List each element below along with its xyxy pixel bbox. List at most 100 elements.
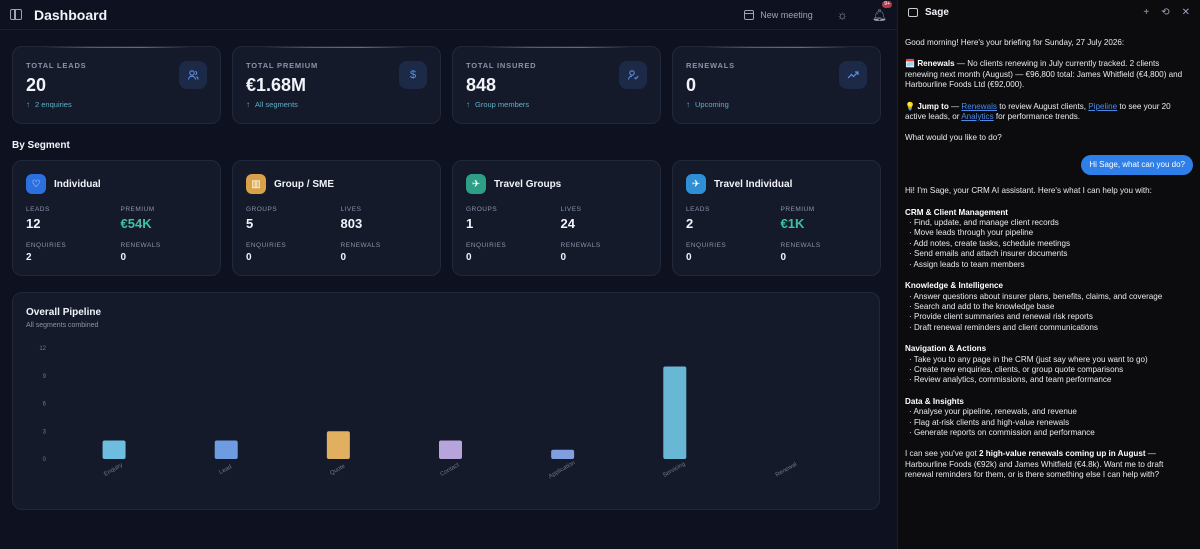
new-meeting-button[interactable]: New meeting [744, 9, 813, 20]
stat-card-renewals[interactable]: RENEWALS 0 ↑ Upcoming [672, 46, 881, 124]
segment-card-travel-groups[interactable]: ✈ Travel Groups GROUPS 1 LIVES 24 ENQUIRIE… [452, 160, 661, 276]
stat-value: 20 [26, 75, 47, 95]
segment-metric-value: 0 [686, 252, 692, 263]
assistant-message: 💡 Jump to — Renewals to review August cl… [905, 102, 1193, 123]
x-tick-label: Renewal [775, 462, 798, 479]
stat-sub-text: Group members [475, 100, 530, 109]
plus-icon[interactable]: + [1143, 6, 1150, 18]
analytics-link[interactable]: Analytics [961, 112, 994, 122]
stat-value: €1.68M [246, 75, 307, 95]
close-icon[interactable]: ✕ [1181, 6, 1190, 18]
building-icon: ▥ [246, 174, 266, 194]
segment-metric-label: ENQUIRIES [466, 242, 507, 249]
msg-highlight: 2 high-value renewals coming up in Augus… [979, 449, 1146, 459]
capability-group-title: CRM & Client Management [905, 207, 1008, 217]
capability-item: · Add notes, create tasks, schedule meet… [909, 238, 1071, 248]
stat-sub-text: All segments [255, 100, 298, 109]
x-tick-label: Servicing [662, 461, 686, 479]
theme-toggle-icon[interactable]: ☼ [836, 7, 848, 22]
stat-sub: ↑ Group members [466, 100, 647, 109]
segment-card-individual[interactable]: ♡ Individual LEADS 12 PREMIUM €54K ENQUIRI… [12, 160, 221, 276]
stat-sub: ↑ All segments [246, 100, 427, 109]
renewals-text: — No clients renewing in July currently … [905, 59, 1183, 90]
bell-icon: 🔔︎ [871, 7, 887, 22]
capability-group-title: Knowledge & Intelligence [905, 281, 1004, 291]
new-meeting-label: New meeting [760, 9, 813, 20]
y-tick-label: 9 [43, 374, 47, 380]
segment-metric-value: 0 [340, 252, 347, 263]
pipeline-title: Overall Pipeline [26, 307, 102, 318]
x-tick-label: Quote [329, 463, 347, 477]
stat-label: TOTAL LEADS [26, 61, 87, 70]
capability-item: · Find, update, and manage client record… [909, 218, 1059, 228]
segment-metric-label: LIVES [560, 206, 582, 213]
capability-group: Navigation & Actions · Take you to any p… [905, 344, 1193, 386]
assistant-message: Hi! I'm Sage, your CRM AI assistant. Her… [905, 186, 1152, 196]
y-tick-label: 12 [39, 346, 46, 352]
bar-servicing[interactable] [663, 366, 687, 460]
bar-quote[interactable] [326, 431, 350, 459]
capability-item: · Move leads through your pipeline [909, 228, 1034, 238]
chat-messages: Good morning! Here's your briefing for S… [898, 24, 1200, 481]
stat-cards: TOTAL LEADS 20 ↑ 2 enquiries TOTAL PREMIU… [12, 46, 881, 124]
msg-text: to review August clients, [996, 101, 1089, 111]
msg-text: — [948, 101, 962, 111]
bar-contact[interactable] [439, 440, 462, 460]
segment-metric-value: 1 [466, 216, 474, 231]
segment-metric-label: LEADS [686, 206, 710, 213]
capability-item: · Create new enquiries, clients, or grou… [909, 364, 1124, 374]
stat-label: RENEWALS [686, 61, 735, 70]
segment-name: Group / SME [274, 178, 334, 190]
segment-metric-value: 0 [560, 252, 567, 263]
stat-card-total-leads[interactable]: TOTAL LEADS 20 ↑ 2 enquiries [12, 46, 221, 124]
assistant-message: I can see you've got 2 high-value renewa… [905, 449, 1193, 480]
pipeline-link[interactable]: Pipeline [1088, 101, 1118, 111]
capability-item: · Take you to any page in the CRM (just … [909, 354, 1148, 364]
segment-card-travel-individual[interactable]: ✈ Travel Individual LEADS 2 PREMIUM €1K EN… [672, 160, 881, 276]
segment-metric-value: 12 [26, 216, 41, 231]
arrow-up-icon: ↑ [466, 100, 470, 109]
msg-text: to see your 20 active leads, or [905, 101, 1171, 122]
stat-label: TOTAL INSURED [466, 61, 537, 70]
stat-sub-text: 2 enquiries [35, 100, 72, 109]
segment-card-group-sme[interactable]: ▥ Group / SME GROUPS 5 LIVES 803 ENQUIRIES… [232, 160, 441, 276]
sidebar-toggle-icon[interactable] [10, 9, 22, 20]
assistant-message: What would you like to do? [905, 133, 1002, 143]
segments-heading: By Segment [12, 140, 70, 151]
x-tick-label: Application [548, 460, 576, 480]
stat-label: TOTAL PREMIUM [246, 61, 319, 70]
segment-metric-label: ENQUIRIES [686, 242, 727, 249]
notifications-button[interactable]: 🔔︎ 9+ [871, 0, 892, 24]
segment-name: Individual [54, 178, 101, 190]
history-icon[interactable]: ⟲ [1161, 6, 1170, 18]
segment-metric-value: €54K [120, 216, 152, 231]
stat-sub: ↑ 2 enquiries [26, 100, 207, 109]
x-tick-label: Lead [218, 464, 233, 476]
capability-group-title: Data & Insights [905, 396, 964, 406]
stat-sub: ↑ Upcoming [686, 100, 867, 109]
top-bar: Dashboard New meeting ☼ 🔔︎ 9+ [0, 0, 897, 30]
bar-lead[interactable] [214, 440, 238, 460]
segment-metric-value: €1K [780, 216, 805, 231]
pipeline-subtitle: All segments combined [26, 322, 99, 329]
capability-item: · Draft renewal reminders and client com… [909, 322, 1098, 332]
stat-card-total-insured[interactable]: TOTAL INSURED 848 ↑ Group members [452, 46, 661, 124]
user-message: Hi Sage, what can you do? [1081, 154, 1193, 176]
capability-item: · Send emails and attach insurer documen… [909, 249, 1068, 259]
bar-enquiry[interactable] [102, 440, 126, 460]
capability-item: · Review analytics, commissions, and tea… [909, 375, 1112, 385]
dollar-icon: $ [399, 61, 427, 89]
capability-item: · Generate reports on commission and per… [909, 427, 1095, 437]
renewals-link[interactable]: Renewals [961, 101, 997, 111]
users-icon [179, 61, 207, 89]
main-area: Dashboard New meeting ☼ 🔔︎ 9+ TOTAL LEAD… [0, 0, 897, 510]
stat-card-total-premium[interactable]: TOTAL PREMIUM €1.68M ↑ All segments $ [232, 46, 441, 124]
chat-title: Sage [925, 6, 949, 18]
bar-application[interactable] [551, 449, 575, 459]
segment-name: Travel Groups [494, 178, 562, 190]
segment-metric-value: 0 [246, 252, 252, 263]
capability-item: · Assign leads to team members [909, 259, 1025, 269]
plane-icon: ✈ [466, 174, 486, 194]
user-check-icon [619, 61, 647, 89]
msg-text: for performance trends. [993, 112, 1081, 122]
